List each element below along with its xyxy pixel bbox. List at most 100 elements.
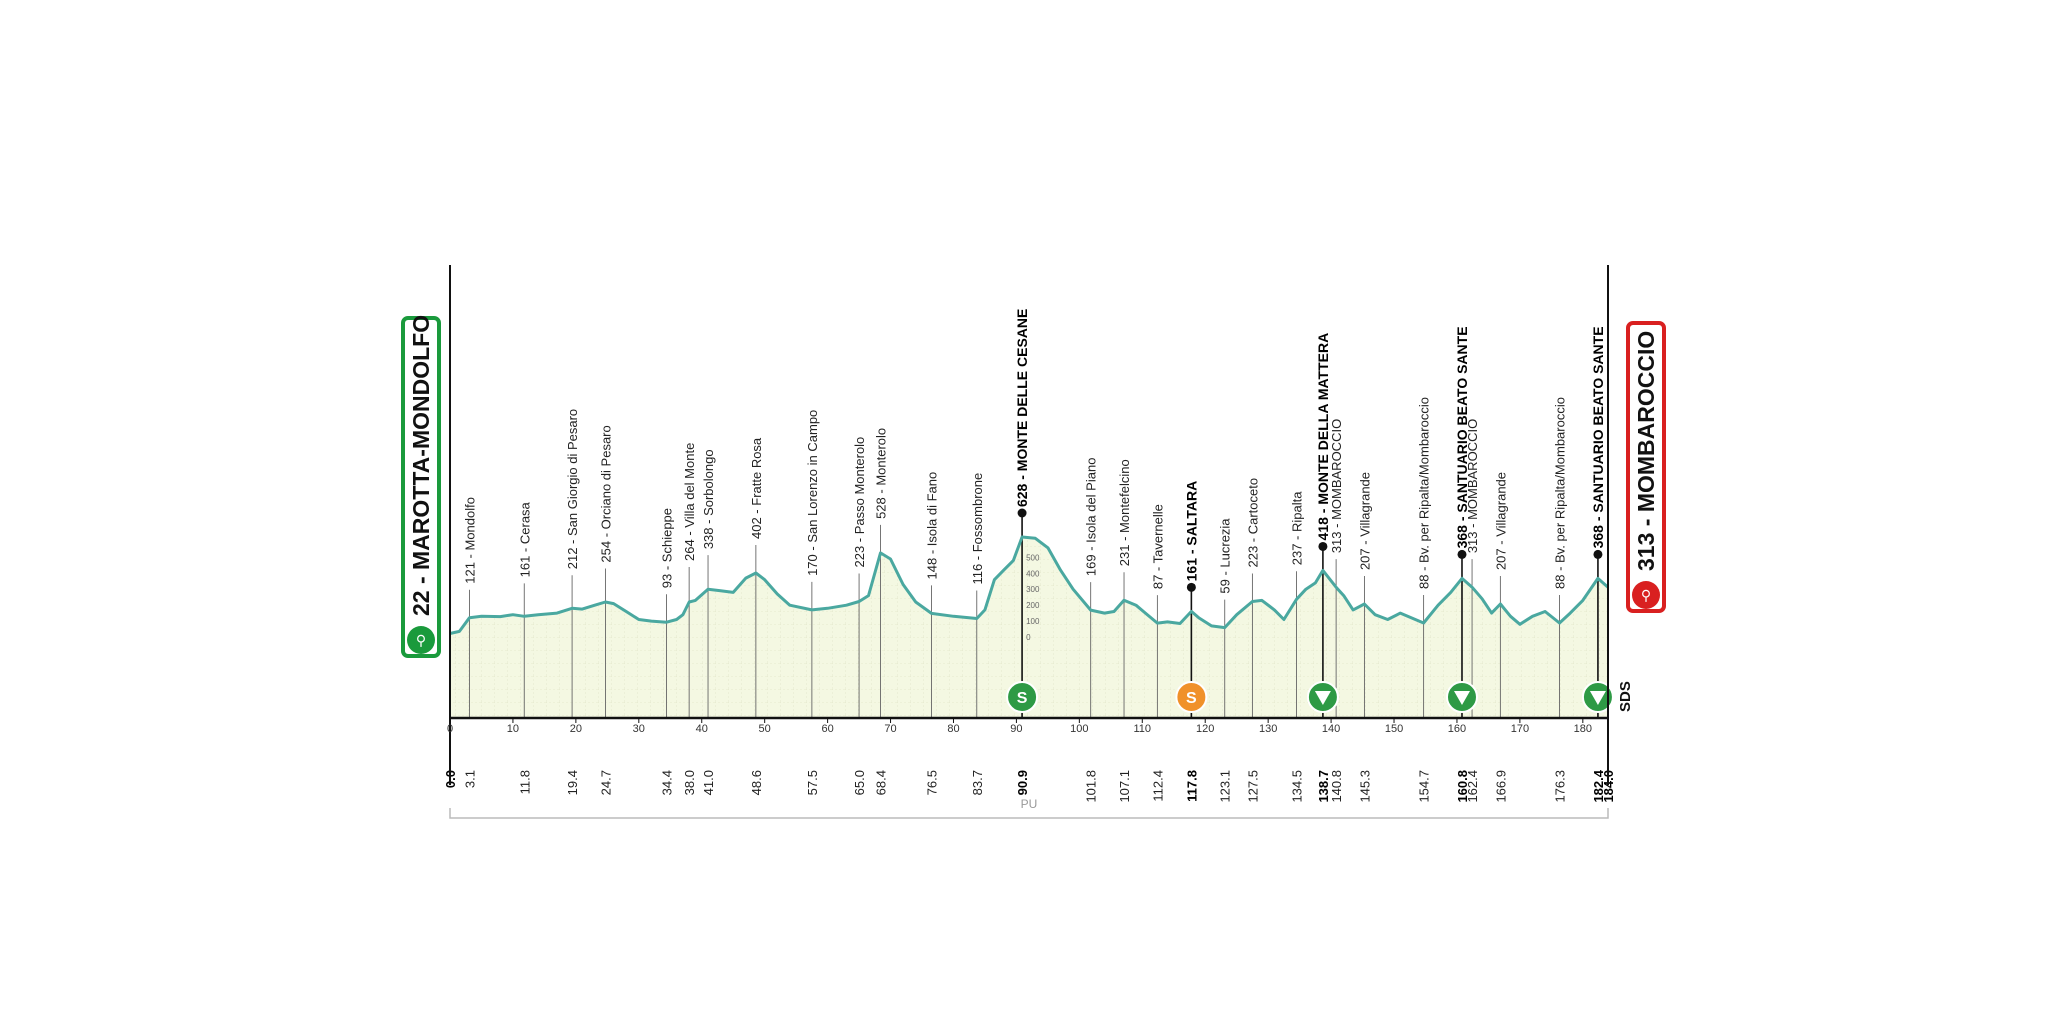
km-label: 76.5 (924, 770, 939, 795)
start-box (401, 316, 441, 658)
climb-icon (1006, 681, 1039, 713)
x-tick-label: 120 (1196, 723, 1214, 735)
summit-dot (1457, 549, 1467, 559)
km-label: 65.0 (852, 770, 867, 795)
gpm-triangle-icon (1453, 691, 1470, 705)
waypoint-label: 223 - Passo Monterolo (852, 437, 867, 568)
km-label: 101.8 (1084, 770, 1099, 803)
x-tick-label: 70 (884, 723, 896, 735)
summit-dot (1186, 582, 1196, 592)
waypoint-label: 368 - SANTUARIO BEATO SANTE (1454, 326, 1470, 548)
km-label: 138.7 (1316, 770, 1331, 803)
waypoint-label: 148 - Isola di Fano (924, 472, 939, 580)
start-label: 22 - MAROTTA-MONDOLFO (408, 315, 434, 616)
waypoint-label: 254 - Orciano di Pesaro (598, 425, 613, 562)
waypoint-label: 207 - Villagrande (1493, 472, 1508, 570)
x-tick-label: 90 (1010, 723, 1022, 735)
km-label: 166.9 (1493, 770, 1508, 803)
x-tick-label: 60 (821, 723, 833, 735)
altitude-scale-label: 0 (1026, 633, 1031, 642)
x-tick-label: 100 (1070, 723, 1088, 735)
km-label: 123.1 (1218, 770, 1233, 803)
waypoint-label: 237 - Ripalta (1289, 491, 1304, 565)
km-label: 38.0 (682, 770, 697, 795)
x-tick-label: 160 (1448, 723, 1466, 735)
waypoint-label: 161 - SALTARA (1183, 481, 1199, 582)
km-label: 41.0 (701, 770, 716, 795)
waypoint-label: 121 - Mondolfo (463, 497, 478, 584)
km-label: 176.3 (1553, 770, 1568, 803)
waypoint-label: 88 - Bv. per Ripalta/Mombaroccio (1553, 397, 1568, 589)
km-label: 48.6 (749, 770, 764, 795)
waypoint-label: 528 - Monterolo (873, 428, 888, 519)
profile-grid (450, 537, 1608, 718)
waypoint-label: 88 - Bv. per Ripalta/Mombaroccio (1417, 397, 1432, 589)
km-label: 68.4 (873, 770, 888, 795)
cyclist-icon (407, 626, 435, 654)
km-label: 160.8 (1455, 770, 1470, 803)
km-label: 11.8 (517, 770, 532, 794)
gpm-triangle-icon (1314, 691, 1331, 705)
altitude-scale-label: 500 (1026, 553, 1040, 562)
km-label: 24.7 (598, 770, 613, 795)
waypoint-label: 169 - Isola del Piano (1084, 458, 1099, 577)
finish-box (1626, 321, 1666, 613)
x-tick-label: 170 (1511, 723, 1529, 735)
cyclist-icon (1632, 581, 1660, 609)
km-label: 3.1 (463, 770, 478, 788)
waypoint-label: 116 - Fossombrone (970, 473, 985, 585)
km-label: 182.4 (1591, 769, 1606, 802)
waypoint-label: 264 - Villa del Monte (682, 443, 697, 561)
waypoint-label: 207 - Villagrande (1357, 472, 1372, 570)
summit-dot (1318, 541, 1328, 551)
altitude-scale-label: 100 (1026, 617, 1040, 626)
waypoint-label: 93 - Schieppe (659, 508, 674, 588)
cyclist-glyph: ⚲ (1641, 588, 1651, 604)
waypoint-label: 87 - Tavernelle (1150, 504, 1165, 589)
km-label: 19.4 (565, 770, 580, 795)
x-tick-label: 80 (947, 723, 959, 735)
altitude-scale-label: 400 (1026, 569, 1040, 578)
waypoint-label: 59 - Lucrezia (1218, 518, 1233, 594)
waypoint-label: 418 - MONTE DELLA MATTERA (1315, 333, 1331, 541)
marker-glyph: S (1186, 690, 1197, 707)
x-tick-label: 0 (447, 723, 453, 735)
waypoint-label: 223 - Cartoceto (1245, 478, 1260, 568)
waypoint-label: 368 - SANTUARIO BEATO SANTE (1590, 326, 1606, 548)
profile-line (449, 535, 1609, 635)
km-label: 34.4 (659, 770, 674, 795)
x-tick-label: 20 (570, 723, 582, 735)
waypoint-label: 313 - MOMBAROCCIO (1465, 419, 1480, 553)
km-label: 154.7 (1417, 770, 1432, 803)
km-label: 127.5 (1245, 770, 1260, 803)
km-label: 117.8 (1184, 770, 1199, 802)
x-tick-label: 110 (1134, 723, 1152, 735)
cyclist-glyph: ⚲ (416, 633, 426, 649)
km-label: 83.7 (970, 770, 985, 795)
sds-label: SDS (1617, 681, 1634, 712)
summit-dot (1017, 508, 1027, 518)
km-label: 145.3 (1357, 770, 1372, 803)
x-tick-label: 10 (507, 723, 519, 735)
x-tick-label: 180 (1574, 723, 1592, 735)
waypoint-label: 402 - Fratte Rosa (749, 437, 764, 539)
waypoint-label: 338 - Sorbolongo (701, 449, 716, 549)
x-tick-label: 140 (1322, 723, 1340, 735)
marker-glyph: S (1017, 690, 1028, 707)
x-tick-label: 30 (633, 723, 645, 735)
altitude-scale-label: 200 (1026, 601, 1040, 610)
waypoint-label: 161 - Cerasa (517, 501, 532, 577)
summit-dot (1593, 549, 1603, 559)
x-tick-label: 130 (1259, 723, 1277, 735)
km-label: 107.1 (1117, 770, 1132, 803)
x-tick-label: 40 (696, 723, 708, 735)
km-label: 134.5 (1289, 770, 1304, 803)
altitude-scale-label: 300 (1026, 585, 1040, 594)
pu-label: PU (1021, 797, 1038, 811)
waypoint-label: 212 - San Giorgio di Pesaro (565, 409, 580, 569)
finish-label: 313 - MOMBAROCCIO (1633, 331, 1659, 571)
waypoint-label: 313 - MOMBAROCCIO (1329, 419, 1344, 553)
pu-bracket (449, 808, 1609, 819)
